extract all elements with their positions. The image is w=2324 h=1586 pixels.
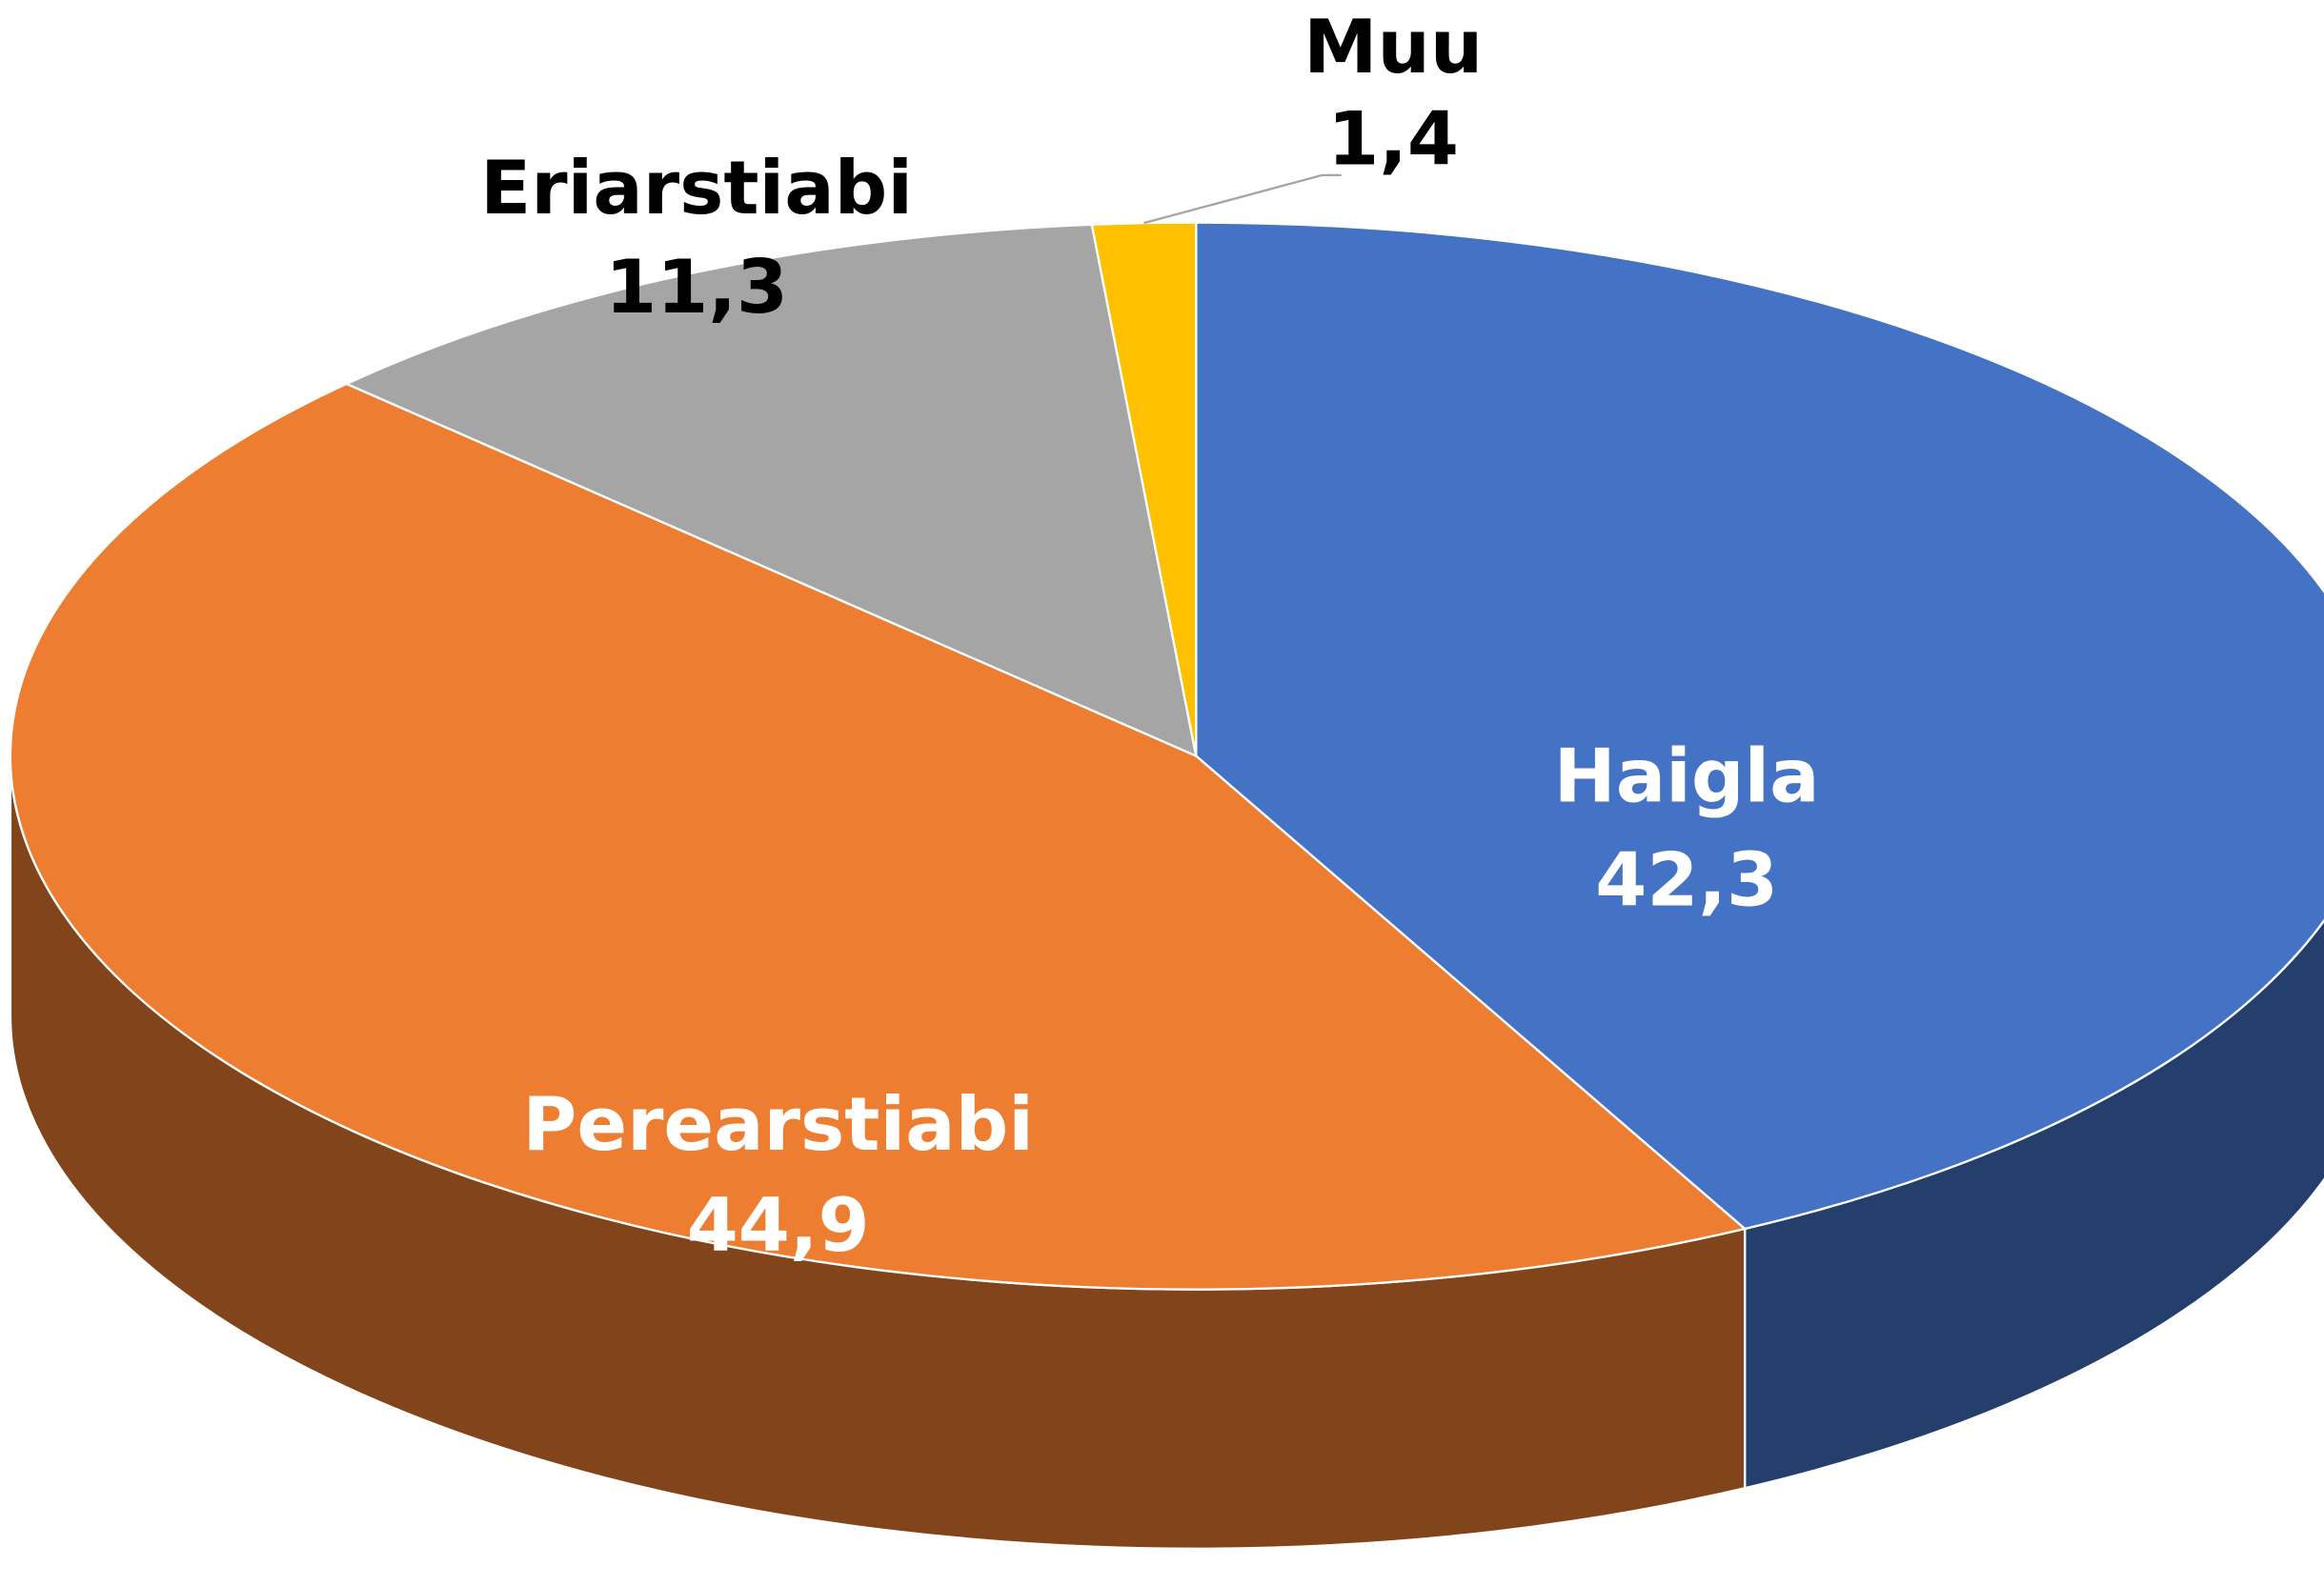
value-label: 44,9 [687,1183,870,1269]
pie-slice [9,382,1748,1291]
leader-line [1143,173,1342,225]
pie-slice [1195,221,2324,1231]
value-label: 42,3 [1595,837,1778,923]
category-label: Perearstiabi [522,1082,1034,1168]
category-label: Eriarstiabi [480,146,913,231]
category-label: Haigla [1554,734,1820,820]
category-label: Muu [1303,5,1483,90]
value-label: 1,4 [1327,97,1459,183]
value-label: 11,3 [605,245,788,331]
pie-slice [1090,221,1198,756]
pie-slice [343,223,1198,758]
labels: Haigla 42,3 Perearstiabi 44,9 Eriarstiabi 11,… [480,5,1820,1269]
pie-tops [9,221,2324,1291]
